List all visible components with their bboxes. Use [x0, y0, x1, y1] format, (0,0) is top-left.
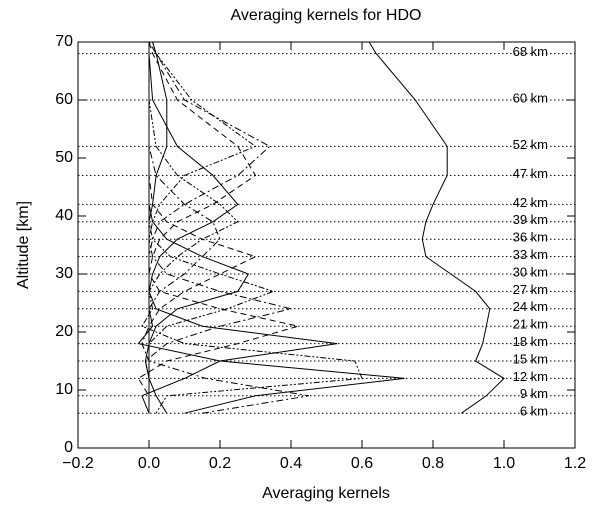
level-label: 47 km [513, 166, 548, 181]
kernel-line [148, 42, 239, 414]
y-tick-label: 10 [55, 381, 73, 398]
y-tick-label: 60 [55, 91, 73, 108]
level-label: 18 km [513, 334, 548, 349]
kernel-line [141, 42, 363, 414]
level-label: 15 km [513, 351, 548, 366]
level-label: 12 km [513, 369, 548, 384]
x-tick-label: 1.2 [564, 455, 586, 472]
kernel-line [368, 41, 505, 414]
level-label: 68 km [513, 44, 548, 59]
level-label: 42 km [513, 195, 548, 210]
kernel-line [141, 42, 309, 414]
y-tick-label: 30 [55, 265, 73, 282]
level-label: 21 km [513, 317, 548, 332]
kernel-line [148, 41, 271, 414]
level-label: 33 km [513, 247, 548, 262]
y-tick-label: 70 [55, 33, 73, 50]
level-label: 60 km [513, 90, 548, 105]
kernel-line [144, 42, 292, 414]
x-tick-label: −0.2 [62, 455, 94, 472]
kernel-line [137, 42, 299, 414]
level-label: 27 km [513, 282, 548, 297]
kernel-line [148, 41, 168, 414]
level-label: 36 km [513, 230, 548, 245]
kernel-line [148, 42, 221, 414]
level-label: 52 km [513, 137, 548, 152]
kernel-line [148, 42, 275, 414]
level-label: 39 km [513, 212, 548, 227]
kernel-line [148, 42, 239, 414]
kernel-line [148, 42, 250, 414]
x-tick-label: 1.0 [493, 455, 515, 472]
y-tick-label: 40 [55, 207, 73, 224]
x-tick-label: 0.8 [422, 455, 444, 472]
level-label: 6 km [520, 404, 548, 419]
level-label: 30 km [513, 264, 548, 279]
kernel-line [137, 42, 405, 414]
x-tick-label: 0.6 [351, 455, 373, 472]
level-label: 24 km [513, 299, 548, 314]
y-tick-label: 20 [55, 323, 73, 340]
level-label: 9 km [520, 386, 548, 401]
y-tick-label: 50 [55, 149, 73, 166]
chart-title: Averaging kernels for HDO [231, 7, 422, 24]
y-tick-label: 0 [64, 439, 73, 456]
x-tick-label: 0.0 [138, 455, 160, 472]
x-axis-label: Averaging kernels [262, 485, 390, 502]
x-tick-label: 0.2 [209, 455, 231, 472]
y-axis-label: Altitude [km] [15, 201, 32, 289]
x-tick-label: 0.4 [280, 455, 302, 472]
plot-frame [77, 41, 576, 449]
